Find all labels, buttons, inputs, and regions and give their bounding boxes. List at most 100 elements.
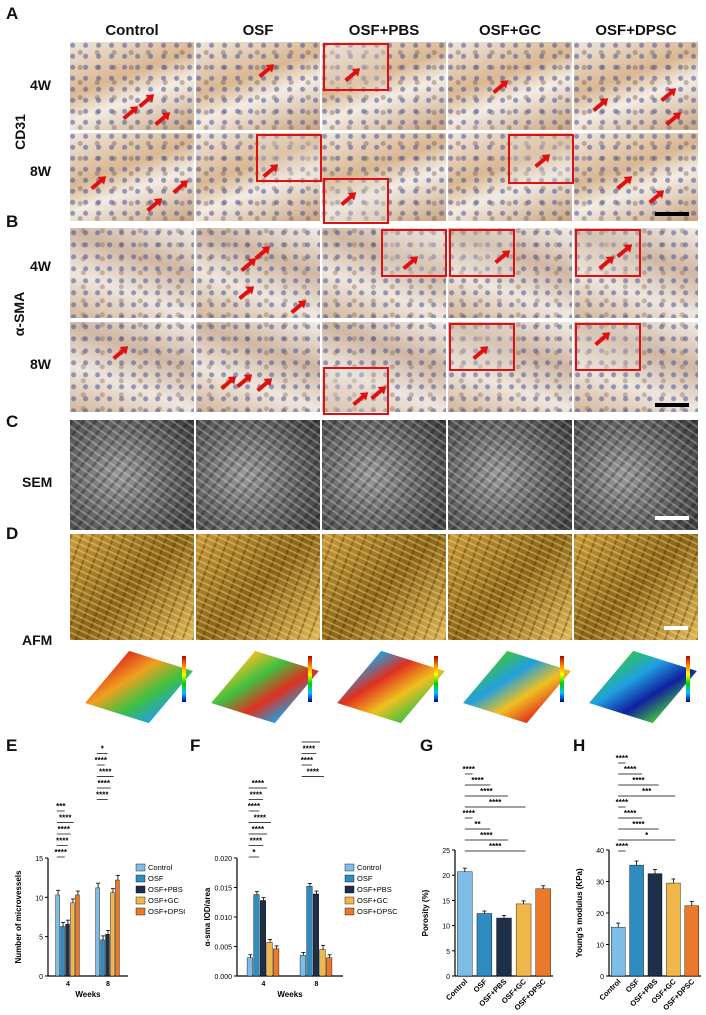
y-tick-label: 30: [596, 880, 604, 887]
row-label-cd31-4w: 4W: [30, 77, 51, 93]
y-axis-label: α-sma IOD/area: [203, 887, 212, 946]
bar: [65, 923, 70, 977]
micrograph-cd31-4w-osf-gc: [448, 42, 572, 130]
bar: [260, 900, 266, 977]
y-tick-label: 10: [596, 943, 604, 950]
scale-bar-asma: [655, 403, 689, 407]
y-tick-label: 10: [35, 895, 43, 902]
micrograph-cd31-8w-osf-dpsc: [574, 133, 698, 221]
panel-letter-c: C: [6, 412, 19, 431]
x-tick-label: 8: [106, 981, 110, 988]
significance-label: *: [101, 745, 105, 754]
y-tick-label: 40: [596, 848, 604, 855]
bar: [306, 886, 313, 977]
x-axis-label: Weeks: [277, 990, 303, 999]
legend-label: OSF+GC: [148, 896, 180, 905]
significance-label: ****: [480, 831, 493, 840]
y-tick-label: 10: [442, 924, 450, 931]
significance-label: ****: [248, 802, 261, 811]
scale-bar-sem: [655, 516, 689, 520]
bar: [75, 894, 80, 977]
panel-letter-f: F: [190, 736, 201, 755]
significance-label: ****: [624, 765, 637, 774]
afm-image-control: [70, 534, 194, 640]
legend-swatch: [344, 863, 355, 872]
bar: [100, 939, 105, 977]
bar: [457, 871, 473, 977]
legend-swatch: [135, 874, 146, 883]
bar: [110, 892, 115, 977]
row-label-asma: α-SMA: [11, 291, 27, 337]
micrograph-asma-4w-osf-pbs: [322, 228, 446, 318]
micrograph-asma-4w-osf-dpsc: [574, 228, 698, 318]
bar: [253, 894, 260, 977]
sem-image-osf: [196, 420, 320, 530]
micrograph-asma-4w-control: [70, 228, 194, 318]
micrograph-cd31-4w-osf-pbs: [322, 42, 446, 130]
bar: [55, 894, 60, 977]
inset-box-cd31-8w-pbs: [323, 178, 389, 224]
significance-label: ***: [642, 787, 652, 796]
significance-label: ****: [616, 754, 629, 763]
afm-image-osf-gc: [448, 534, 572, 640]
significance-label: **: [474, 820, 481, 829]
significance-label: ****: [250, 791, 263, 800]
legend-swatch: [135, 863, 146, 872]
significance-label: ****: [489, 842, 502, 851]
legend-swatch: [135, 907, 146, 916]
scale-bar-cd31: [655, 212, 689, 216]
significance-label: ****: [471, 776, 484, 785]
y-tick-label: 0: [600, 974, 604, 981]
afm-colorbar-osf-gc: [560, 656, 564, 702]
y-axis-label: Number of microvessels: [14, 870, 23, 963]
bar: [319, 949, 326, 977]
legend-swatch: [344, 885, 355, 894]
inset-box-cd31-4w-pbs: [323, 43, 389, 91]
bar: [273, 948, 280, 977]
inset-box-cd31-8w-gc: [508, 134, 574, 184]
afm-3d-surface-osf-dpsc: [589, 650, 697, 724]
y-tick-label: 5: [446, 949, 450, 956]
legend-swatch: [344, 874, 355, 883]
significance-label: ****: [99, 768, 112, 777]
micrograph-asma-8w-osf-dpsc: [574, 322, 698, 412]
sem-image-control: [70, 420, 194, 530]
significance-label: ****: [616, 842, 629, 851]
significance-label: ****: [624, 809, 637, 818]
y-tick-label: 5: [39, 935, 43, 942]
significance-label: ****: [250, 837, 263, 846]
micrograph-cd31-4w-osf: [196, 42, 320, 130]
bar: [60, 926, 65, 977]
panel-letter-g: G: [420, 736, 434, 755]
bar: [246, 957, 253, 977]
significance-label: ****: [632, 820, 645, 829]
x-axis-label: Weeks: [75, 990, 101, 999]
significance-label: ****: [95, 756, 108, 765]
row-label-cd31: CD31: [12, 114, 28, 150]
sem-image-osf-gc: [448, 420, 572, 530]
column-header-osf-gc: OSF+GC: [478, 22, 542, 39]
significance-label: ****: [489, 798, 502, 807]
micrograph-cd31-8w-control: [70, 133, 194, 221]
afm-colorbar-osf-dpsc: [686, 656, 690, 702]
y-tick-label: 0.020: [214, 856, 232, 863]
significance-label: ****: [58, 825, 71, 834]
y-tick-label: 25: [442, 848, 450, 855]
scale-bar-afm: [664, 626, 688, 630]
significance-label: *: [252, 848, 256, 857]
bar: [70, 902, 75, 977]
sem-image-osf-pbs: [322, 420, 446, 530]
bar: [326, 957, 333, 977]
y-tick-label: 0: [446, 974, 450, 981]
afm-image-osf-dpsc: [574, 534, 698, 640]
bar: [684, 905, 699, 977]
afm-3d-surface-control: [85, 650, 193, 724]
y-tick-label: 0: [39, 974, 43, 981]
inset-box-asma-8w-gc: [449, 323, 515, 371]
significance-label: ****: [96, 791, 109, 800]
significance-label: ****: [98, 779, 111, 788]
significance-label: ****: [252, 825, 265, 834]
legend-label: OSF: [357, 874, 373, 883]
